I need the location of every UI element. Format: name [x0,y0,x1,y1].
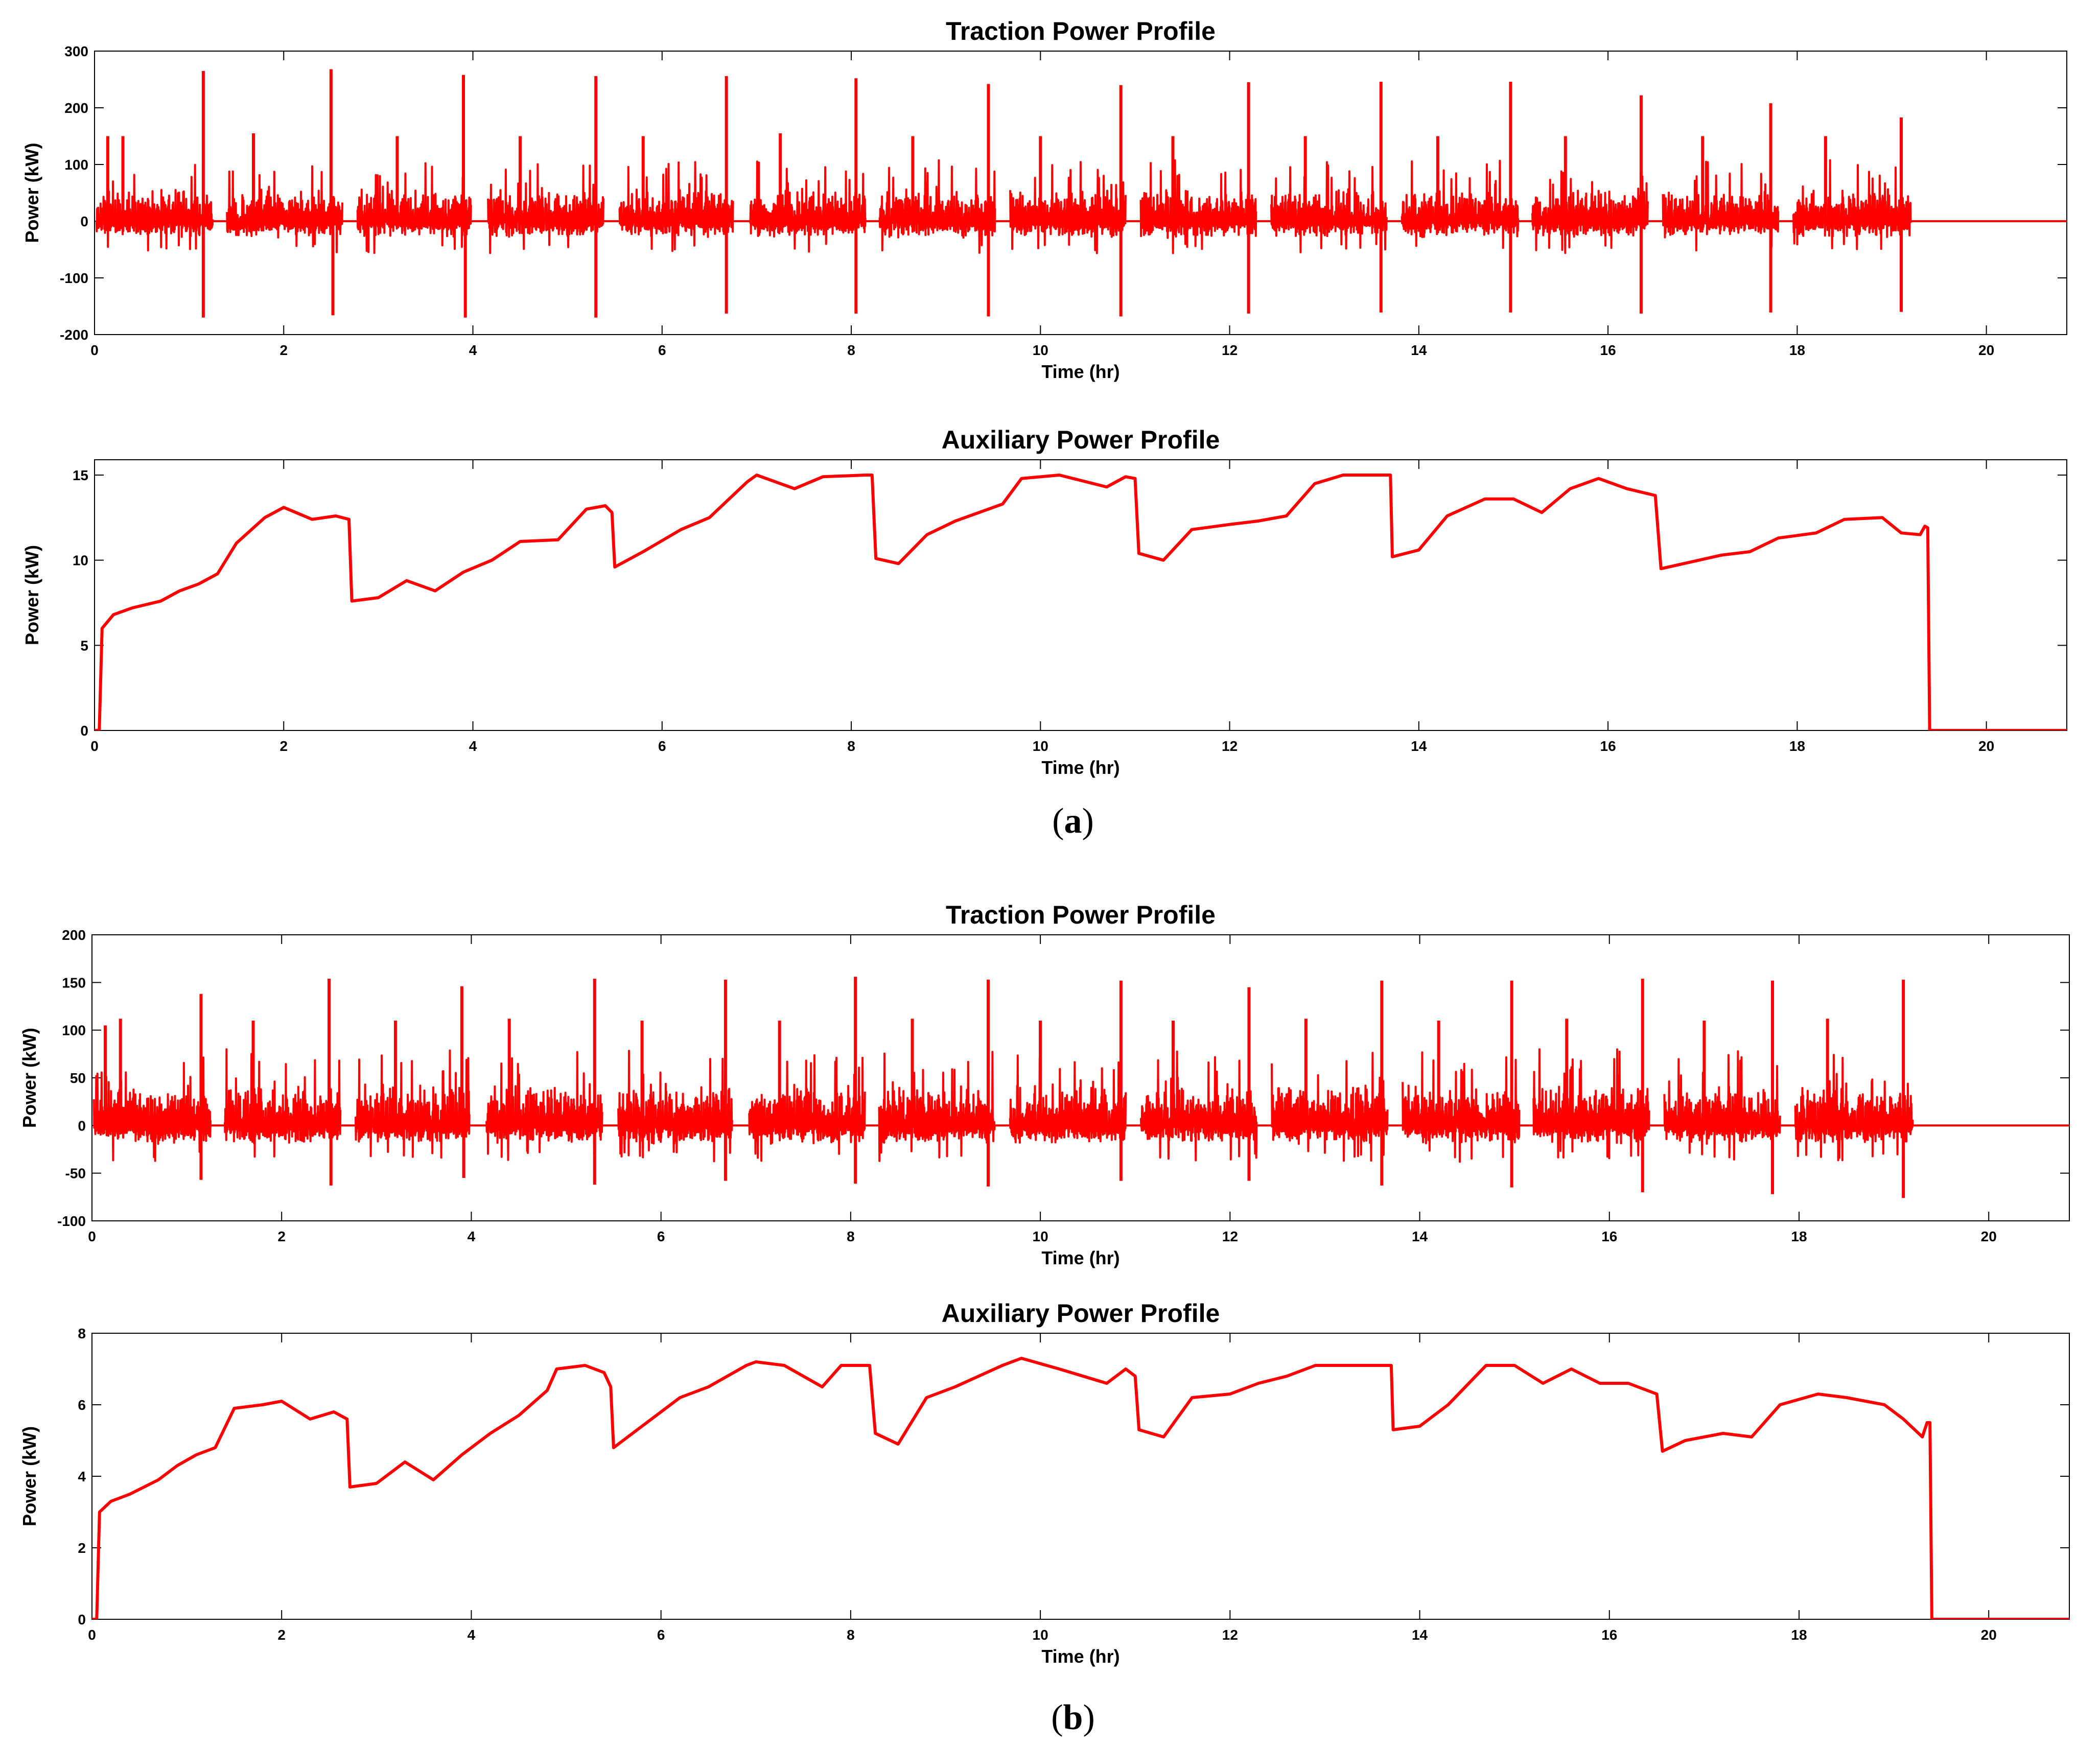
chart-a-traction: 0 2 4 6 8 10 12 14 16 18 20 -200 -100 0 100 200 300 Tract… [21,17,2067,382]
x-tick-label: 14 [1412,1627,1428,1643]
x-tick-label: 6 [657,1627,665,1643]
x-tick-label: 10 [1033,342,1048,358]
y-tick-label: -50 [65,1166,86,1182]
y-tick-label: 200 [64,100,88,116]
x-tick-label: 0 [90,342,99,358]
y-tick-label: -100 [57,1213,86,1229]
x-axis-label: Time (hr) [1041,757,1119,778]
x-tick-label: 16 [1600,342,1616,358]
y-tick-label: 0 [78,1118,86,1134]
x-tick-label: 20 [1981,1229,1997,1244]
y-tick-label: 0 [80,214,88,229]
x-tick-label: 12 [1222,1627,1238,1643]
x-tick-label: 2 [279,738,288,754]
y-tick-label: 4 [78,1469,86,1484]
x-tick-label: 10 [1033,738,1048,754]
x-tick-label: 12 [1222,342,1238,358]
y-tick-label: 100 [62,1023,86,1038]
x-axis-label: Time (hr) [1041,1247,1119,1268]
x-tick-label: 10 [1033,1627,1048,1643]
x-tick-label: 16 [1601,1229,1617,1244]
x-tick-label: 18 [1789,342,1805,358]
x-tick-label: 2 [277,1229,286,1244]
series-line [92,1357,2069,1619]
x-tick-label: 16 [1601,1627,1617,1643]
x-tick-label: 4 [468,1229,476,1244]
y-tick-label: 5 [80,638,88,653]
x-tick-label: 4 [469,738,477,754]
plots-layer: 0 2 4 6 8 10 12 14 16 18 20-200-1000100200300Tract… [19,17,2070,1667]
x-tick-label: 18 [1791,1627,1807,1643]
x-tick-label: 8 [847,738,855,754]
y-tick-label: 300 [64,43,88,59]
chart-b-traction: 0 2 4 6 8 10 12 14 16 18 20 -100 -50 0 50 100 150 200 Trac… [19,901,2070,1268]
x-tick-label: 18 [1791,1229,1807,1244]
x-tick-label: 8 [847,342,855,358]
x-tick-label: 0 [88,1627,96,1643]
x-tick-label: 6 [657,1229,665,1244]
chart-title: Traction Power Profile [946,901,1216,929]
chart-title: Traction Power Profile [946,17,1216,45]
x-tick-label: 20 [1981,1627,1997,1643]
y-tick-label: 0 [78,1612,86,1627]
y-axis-label: Power (kW) [19,1028,40,1128]
y-tick-label: 15 [73,467,88,483]
chart-title: Auxiliary Power Profile [942,426,1220,454]
x-tick-label: 12 [1222,1229,1238,1244]
chart-title: Auxiliary Power Profile [942,1299,1220,1328]
x-tick-label: 4 [468,1627,476,1643]
caption-a: (a) [1052,801,1094,841]
caption-b: (b) [1051,1698,1095,1737]
y-tick-label: -100 [60,270,88,286]
x-tick-label: 2 [279,342,288,358]
chart-a-auxiliary: 0 2 4 6 8 10 12 14 16 18 20 0 5 10 15 Auxiliary Power P… [21,426,2067,778]
x-axis-label: Time (hr) [1041,1646,1119,1667]
x-tick-label: 8 [847,1627,855,1643]
caption-a-letter: a [1064,801,1082,841]
y-tick-label: 100 [64,157,88,173]
x-tick-label: 14 [1411,342,1427,358]
y-axis-label: Power (kW) [21,545,42,645]
x-tick-label: 20 [1978,342,1994,358]
x-tick-label: 4 [469,342,477,358]
y-tick-label: 8 [78,1326,86,1341]
y-tick-label: 6 [78,1397,86,1413]
series-line [95,159,2067,254]
series-line [95,474,2067,730]
y-tick-label: 0 [80,723,88,739]
x-tick-label: 20 [1978,738,1994,754]
y-axis-label: Power (kW) [21,143,42,243]
plot-frame [94,459,2067,731]
x-tick-label: 14 [1412,1229,1428,1244]
plot-frame [94,51,2067,335]
x-tick-label: 0 [88,1229,96,1244]
y-tick-label: 50 [70,1070,86,1086]
x-axis-label: Time (hr) [1041,361,1119,382]
x-tick-label: 10 [1033,1229,1048,1244]
x-tick-label: 18 [1789,738,1805,754]
x-tick-label: 8 [847,1229,855,1244]
x-tick-label: 16 [1600,738,1616,754]
series-line [92,1048,2069,1163]
caption-b-letter: b [1063,1698,1083,1737]
chart-b-auxiliary: 0 2 4 6 8 10 12 14 16 18 20 0 2 4 6 8 Auxiliary Power Pr… [19,1299,2070,1667]
x-tick-label: 6 [658,342,666,358]
y-tick-label: 200 [62,927,86,943]
x-tick-label: 2 [277,1627,286,1643]
y-tick-label: -200 [60,327,88,343]
y-tick-label: 150 [62,975,86,990]
y-tick-label: 2 [78,1540,86,1556]
x-tick-label: 0 [90,738,99,754]
y-tick-label: 10 [73,553,88,569]
x-tick-label: 6 [658,738,666,754]
x-tick-label: 12 [1222,738,1238,754]
y-axis-label: Power (kW) [19,1426,40,1526]
x-tick-label: 14 [1411,738,1427,754]
